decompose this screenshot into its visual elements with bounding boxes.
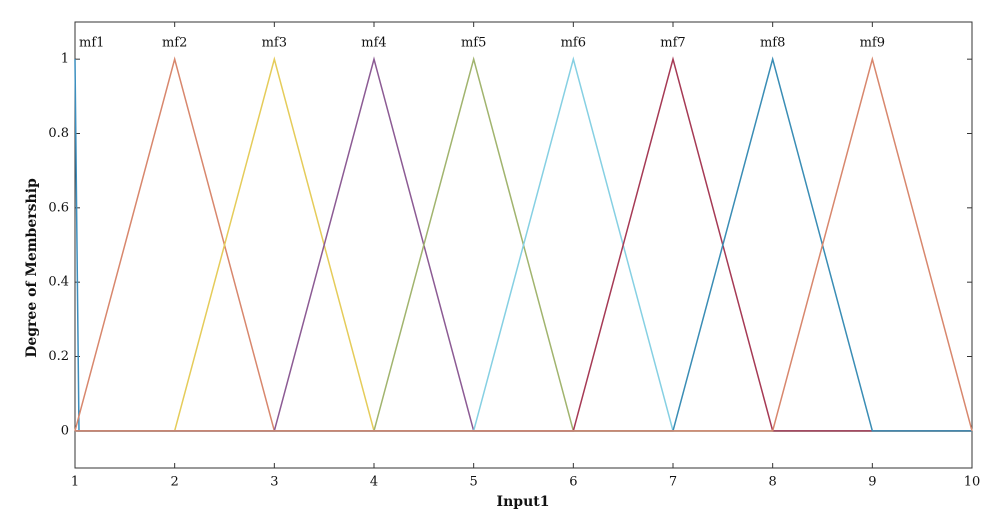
x-tick-label: 6	[569, 475, 577, 490]
x-tick-label: 10	[964, 475, 981, 490]
y-tick-label: 0.8	[48, 126, 69, 141]
y-tick-label: 0.4	[48, 275, 69, 290]
series-label: mf6	[561, 36, 586, 51]
x-tick-label: 5	[470, 475, 478, 490]
y-tick-label: 1	[61, 52, 69, 67]
x-tick-label: 4	[370, 475, 378, 490]
x-axis-title: Input1	[497, 494, 550, 510]
membership-line	[75, 56, 973, 432]
membership-line	[75, 56, 972, 432]
x-tick-label: 1	[71, 475, 79, 490]
y-axis-title: Degree of Membership	[24, 178, 40, 358]
y-tick-label: 0.2	[48, 349, 69, 364]
y-tick-label: 0	[61, 423, 69, 438]
y-tick-label: 0.6	[48, 200, 69, 215]
series-label: mf4	[361, 36, 386, 51]
plot-frame	[74, 21, 973, 469]
series-label: mf3	[262, 36, 287, 51]
series-label: mf8	[760, 36, 785, 51]
series-label: mf9	[860, 36, 885, 51]
series-label: mf1	[79, 36, 104, 51]
x-tick-label: 8	[769, 475, 777, 490]
x-tick-label: 3	[270, 475, 278, 490]
x-tick-label: 2	[171, 475, 179, 490]
x-tick-label: 7	[669, 475, 677, 490]
series-label: mf5	[461, 36, 486, 51]
series-label: mf2	[162, 36, 187, 51]
x-tick-label: 9	[868, 475, 876, 490]
series-label: mf7	[660, 36, 685, 51]
